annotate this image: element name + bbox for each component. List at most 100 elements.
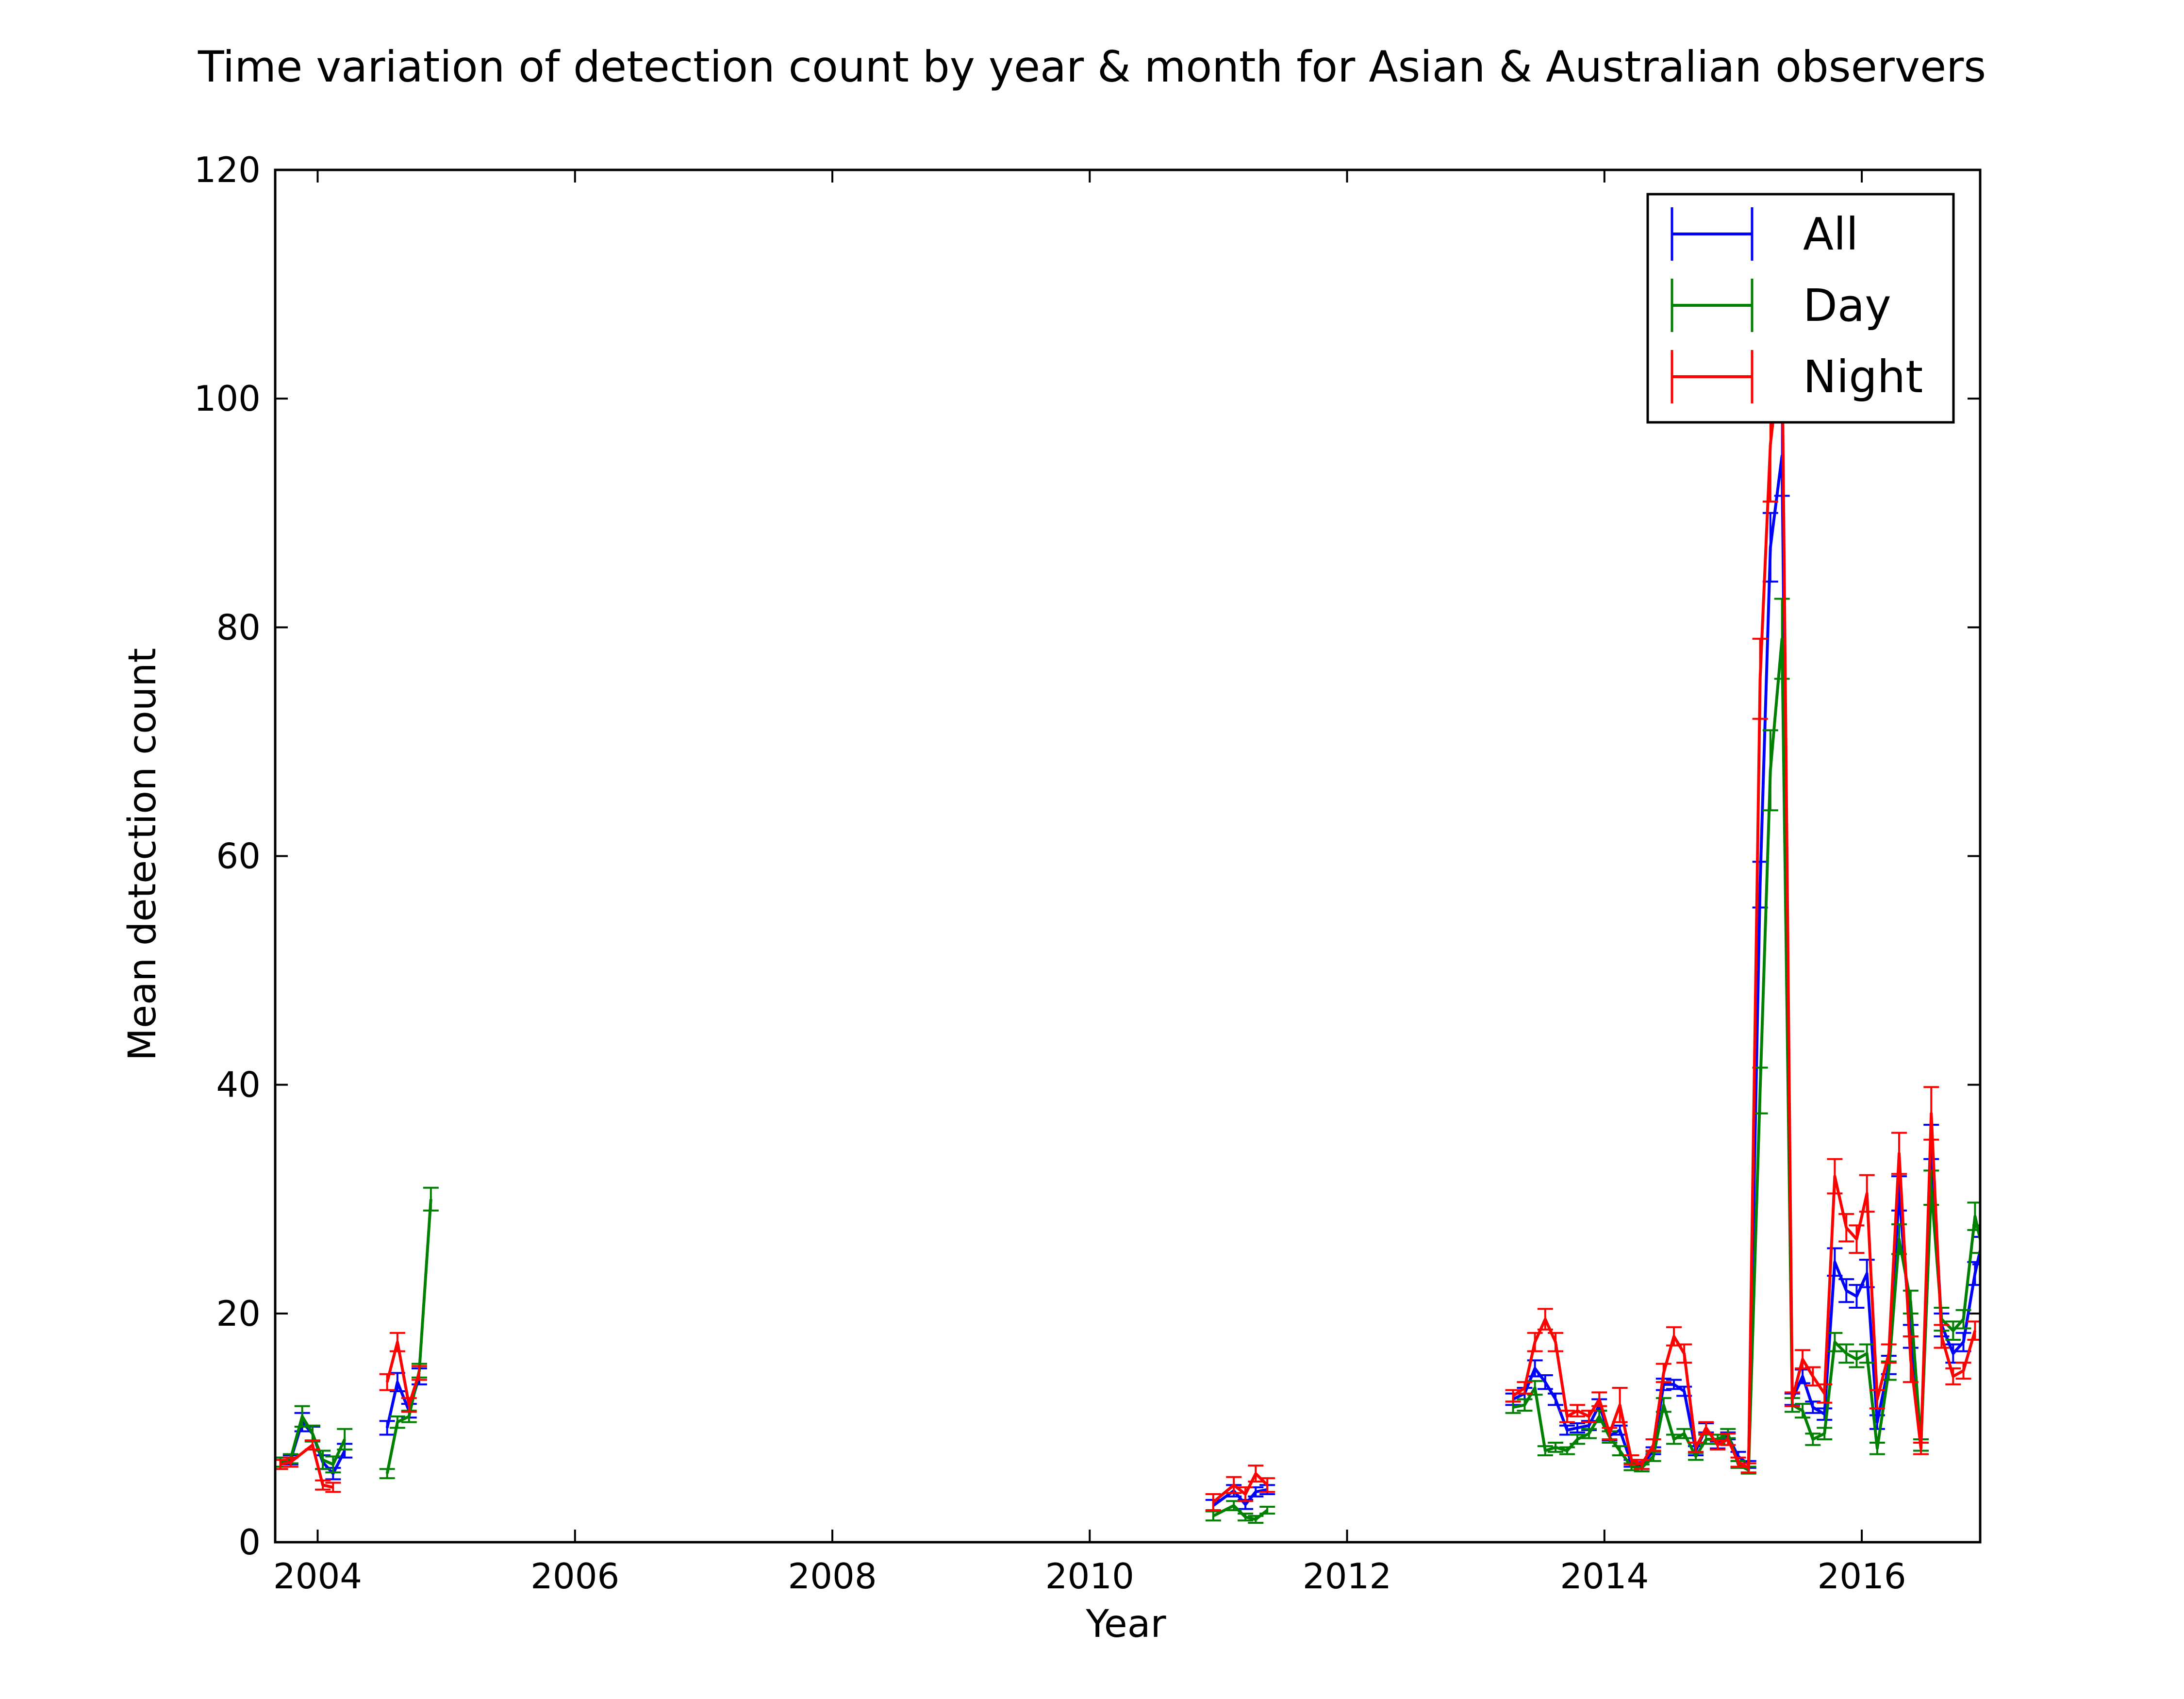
error-bar bbox=[1774, 598, 1790, 680]
error-bar bbox=[1859, 1174, 1875, 1213]
legend-label: Day bbox=[1803, 280, 1891, 332]
error-bar bbox=[1817, 1383, 1833, 1404]
error-bar bbox=[1559, 1446, 1575, 1455]
error-bar bbox=[1248, 1515, 1264, 1524]
error-bar bbox=[1827, 1158, 1843, 1195]
error-bar bbox=[294, 1405, 310, 1428]
error-bar bbox=[1570, 1404, 1586, 1417]
error-bar bbox=[282, 1456, 298, 1468]
error-bar bbox=[1688, 1452, 1704, 1461]
error-bar bbox=[1849, 1224, 1865, 1254]
x-axis-label: Year bbox=[1085, 1602, 1166, 1646]
error-bar bbox=[1795, 1402, 1811, 1419]
legend-label: Night bbox=[1803, 351, 1923, 403]
error-bar bbox=[1248, 1465, 1264, 1483]
error-bar bbox=[1817, 1407, 1833, 1421]
error-bar bbox=[1795, 1349, 1811, 1369]
error-bar bbox=[1869, 1442, 1885, 1455]
y-tick-label: 80 bbox=[216, 607, 261, 648]
legend: All Day Night bbox=[1646, 193, 1955, 424]
error-bar bbox=[1891, 1132, 1907, 1175]
error-bar bbox=[1259, 1505, 1275, 1515]
error-bar bbox=[1666, 1379, 1682, 1390]
error-bar bbox=[1869, 1389, 1885, 1410]
y-tick-label: 60 bbox=[216, 836, 261, 877]
error-bar bbox=[1945, 1367, 1961, 1385]
error-bar bbox=[1517, 1381, 1533, 1395]
error-bar bbox=[1612, 1386, 1628, 1423]
error-bar bbox=[1805, 1400, 1821, 1414]
error-bar bbox=[1762, 729, 1778, 812]
error-bar bbox=[1817, 1427, 1833, 1440]
error-bar bbox=[1205, 1493, 1221, 1512]
error-bar bbox=[315, 1479, 331, 1491]
error-bar bbox=[401, 1397, 417, 1413]
series-line bbox=[1212, 1504, 1269, 1521]
x-tick-label: 2014 bbox=[1560, 1556, 1649, 1597]
error-bar bbox=[1698, 1421, 1714, 1435]
error-bar bbox=[1923, 1086, 1939, 1141]
x-tick-label: 2004 bbox=[273, 1556, 362, 1597]
error-bar bbox=[275, 1459, 288, 1470]
error-bar bbox=[1581, 1428, 1597, 1439]
error-bar bbox=[1645, 1438, 1661, 1452]
axis-ticks: 2004 2006 2008 2010 2012 2014 2016 0 20 40 60 80 100… bbox=[194, 150, 1980, 1597]
error-bar bbox=[1752, 637, 1768, 720]
error-bar bbox=[1913, 1442, 1929, 1455]
y-tick-label: 20 bbox=[216, 1293, 261, 1334]
y-axis-label: Mean detection count bbox=[121, 648, 165, 1061]
error-bar bbox=[1945, 1320, 1961, 1341]
error-bar bbox=[1967, 1320, 1980, 1341]
x-tick-label: 2016 bbox=[1817, 1556, 1906, 1597]
error-bar bbox=[337, 1428, 353, 1451]
error-bar bbox=[1634, 1459, 1650, 1470]
error-bar bbox=[1548, 1442, 1564, 1453]
error-bar bbox=[1591, 1391, 1607, 1407]
series-night bbox=[275, 277, 1980, 1512]
error-bar bbox=[1676, 1343, 1692, 1364]
error-bar bbox=[1805, 1366, 1821, 1387]
error-bar bbox=[1517, 1398, 1533, 1412]
plot-area-frame bbox=[274, 168, 1982, 1544]
error-bar bbox=[1570, 1433, 1586, 1445]
error-bar bbox=[1805, 1432, 1821, 1446]
error-bar bbox=[1205, 1510, 1221, 1522]
y-tick-label: 120 bbox=[194, 150, 261, 190]
error-bar bbox=[1527, 1332, 1543, 1352]
error-bar bbox=[1720, 1432, 1736, 1446]
x-tick-label: 2012 bbox=[1303, 1556, 1391, 1597]
error-bar bbox=[1838, 1343, 1854, 1364]
series-line bbox=[385, 1340, 421, 1407]
error-bar bbox=[1730, 1456, 1746, 1468]
error-bar bbox=[1559, 1410, 1575, 1423]
series-line bbox=[1512, 340, 1977, 1469]
y-tick-label: 40 bbox=[216, 1065, 261, 1105]
error-bar bbox=[1666, 1326, 1682, 1347]
chart-title: Time variation of detection count by yea… bbox=[198, 42, 1986, 92]
legend-item-all: All bbox=[1671, 207, 1858, 261]
series-day bbox=[275, 598, 1980, 1524]
error-bar bbox=[1838, 1278, 1854, 1303]
error-bar bbox=[1623, 1454, 1639, 1466]
error-bar bbox=[325, 1455, 341, 1474]
error-bar bbox=[423, 1186, 439, 1212]
error-bar bbox=[379, 1420, 395, 1436]
x-tick-label: 2006 bbox=[530, 1556, 619, 1597]
error-bar bbox=[1238, 1486, 1254, 1502]
error-bar bbox=[1849, 1350, 1865, 1368]
error-bar bbox=[1710, 1439, 1726, 1451]
error-bar bbox=[1903, 1289, 1919, 1315]
error-bar bbox=[389, 1332, 405, 1352]
error-bar bbox=[1537, 1308, 1553, 1331]
error-bar bbox=[1548, 1332, 1564, 1352]
error-bar bbox=[1955, 1362, 1971, 1380]
error-bar bbox=[1666, 1433, 1682, 1445]
error-bar bbox=[1688, 1442, 1704, 1453]
error-bar bbox=[1505, 1389, 1521, 1403]
plot-series bbox=[275, 277, 1980, 1524]
error-bar bbox=[1955, 1309, 1971, 1330]
error-bar bbox=[1972, 1235, 1980, 1266]
legend-box bbox=[1646, 193, 1955, 424]
error-bar bbox=[1602, 1427, 1618, 1440]
